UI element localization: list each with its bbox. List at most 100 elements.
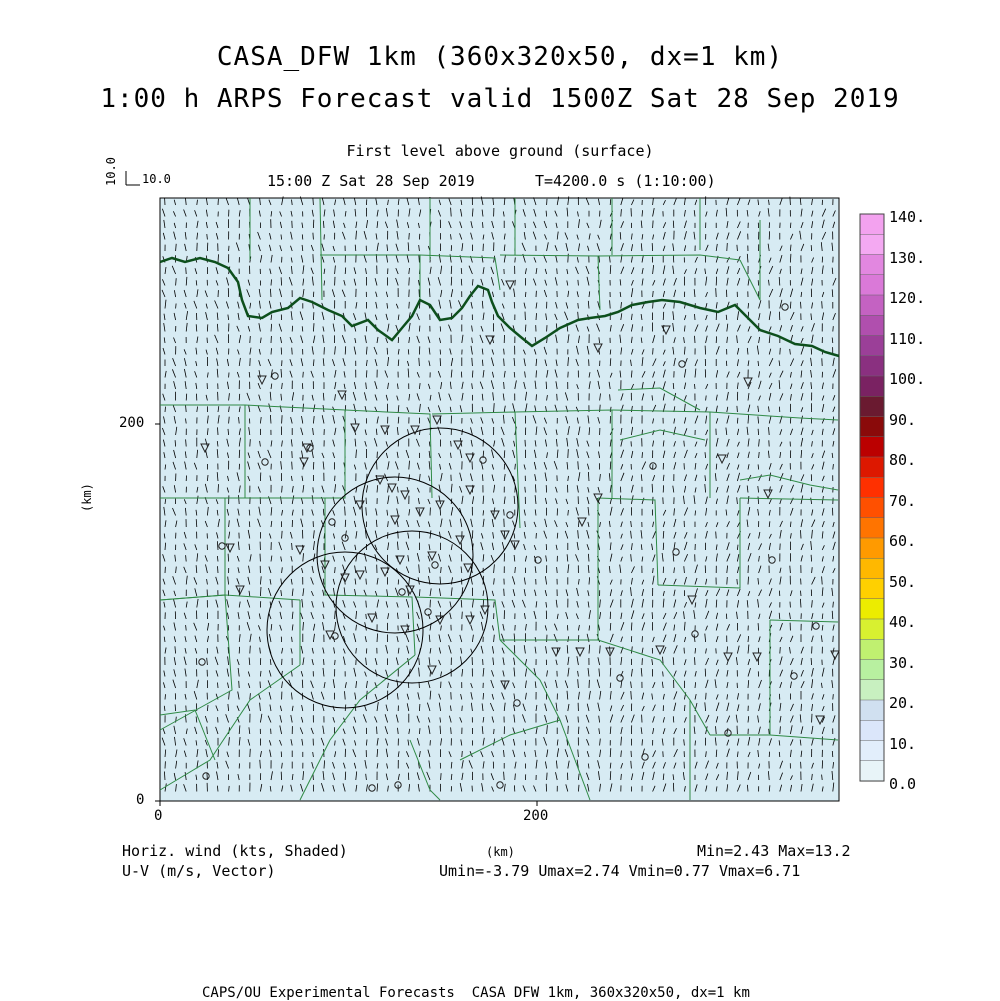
wind-vector bbox=[345, 346, 346, 354]
wind-vector bbox=[716, 532, 717, 539]
title-line-2: 1:00 h ARPS Forecast valid 1500Z Sat 28 … bbox=[0, 84, 1000, 114]
wind-vector bbox=[483, 222, 484, 228]
reference-vector bbox=[126, 171, 140, 185]
wind-vector bbox=[282, 415, 283, 423]
wind-vector bbox=[409, 277, 410, 285]
colorbar-swatch bbox=[860, 396, 884, 417]
wind-vector bbox=[695, 314, 696, 320]
wind-vector bbox=[801, 530, 802, 538]
colorbar-label: 130. bbox=[889, 249, 925, 267]
wind-vector bbox=[748, 577, 749, 585]
colorbar-swatch bbox=[860, 417, 884, 438]
wind-vector bbox=[462, 706, 463, 711]
map-plot bbox=[160, 196, 839, 801]
wind-vector bbox=[218, 484, 219, 492]
wind-vector bbox=[324, 659, 325, 665]
colorbar-swatch bbox=[860, 275, 884, 296]
wind-vector bbox=[737, 406, 738, 412]
wind-vector bbox=[652, 612, 653, 619]
wind-vector bbox=[525, 223, 526, 228]
footer-text: CAPS/OU Experimental Forecasts CASA DFW … bbox=[202, 985, 750, 1001]
wind-vector bbox=[801, 591, 802, 596]
colorbar-label: 80. bbox=[889, 451, 916, 469]
wind-vector bbox=[557, 268, 558, 274]
wind-vector bbox=[790, 302, 791, 309]
colorbar-swatch bbox=[860, 761, 884, 782]
wind-vector bbox=[695, 336, 696, 343]
wind-vector bbox=[663, 543, 664, 550]
colorbar-swatch bbox=[860, 457, 884, 478]
wind-vector bbox=[302, 693, 303, 700]
wind-vector bbox=[653, 221, 654, 229]
wind-vector bbox=[292, 348, 293, 355]
wind-vector bbox=[441, 773, 442, 780]
wind-vector bbox=[313, 487, 314, 492]
wind-vector bbox=[313, 198, 314, 205]
wind-vector bbox=[186, 394, 187, 401]
wind-vector bbox=[313, 254, 314, 262]
wind-vector bbox=[335, 660, 336, 665]
wind-vector bbox=[525, 292, 526, 297]
wind-vector bbox=[695, 657, 696, 665]
colorbar-label: 10. bbox=[889, 735, 916, 753]
wind-vector bbox=[313, 233, 314, 240]
wind-vector bbox=[196, 658, 197, 665]
wind-vector bbox=[250, 646, 251, 654]
colorbar-label: 70. bbox=[889, 492, 916, 510]
wind-vector bbox=[419, 326, 420, 332]
wind-vector bbox=[462, 751, 463, 757]
wind-vector bbox=[631, 623, 632, 631]
wind-vector bbox=[790, 197, 791, 205]
wind-vector bbox=[302, 680, 303, 688]
wind-vector bbox=[387, 348, 388, 355]
y-tick-200: 200 bbox=[119, 415, 144, 431]
wind-vector bbox=[451, 277, 452, 286]
uv-min-max-label: Umin=-3.79 Umax=2.74 Vmin=0.77 Vmax=6.71 bbox=[439, 862, 800, 880]
wind-vector bbox=[515, 280, 516, 286]
wind-vector bbox=[218, 683, 219, 689]
y-axis-unit: (km) bbox=[80, 483, 94, 512]
wind-vector bbox=[250, 439, 251, 446]
wind-vector bbox=[642, 452, 643, 458]
colorbar-label: 30. bbox=[889, 654, 916, 672]
colorbar-label: 0.0 bbox=[889, 775, 916, 793]
x-tick-200: 200 bbox=[523, 808, 548, 824]
colorbar-swatch bbox=[860, 558, 884, 579]
colorbar-swatch bbox=[860, 336, 884, 357]
wind-vector bbox=[409, 233, 410, 240]
wind-vector bbox=[218, 427, 219, 435]
wind-vector bbox=[578, 727, 579, 734]
y-tick-0: 0 bbox=[136, 792, 144, 808]
wind-vector bbox=[811, 658, 812, 665]
wind-vector bbox=[345, 520, 346, 527]
wind-vector bbox=[642, 636, 643, 642]
wind-vector bbox=[408, 349, 409, 354]
wind-vector bbox=[218, 566, 219, 573]
vector-label: U-V (m/s, Vector) bbox=[122, 862, 276, 880]
wind-vector bbox=[345, 268, 346, 275]
wind-vector bbox=[547, 773, 548, 780]
colorbar-swatch bbox=[860, 498, 884, 519]
wind-vector bbox=[811, 555, 812, 562]
wind-vector bbox=[727, 577, 728, 585]
wind-vector bbox=[239, 450, 240, 458]
wind-vector bbox=[557, 394, 558, 401]
wind-vector bbox=[250, 336, 251, 343]
wind-vector bbox=[472, 371, 473, 378]
wind-vector bbox=[218, 749, 219, 757]
colorbar-swatch bbox=[860, 234, 884, 255]
wind-vector bbox=[833, 636, 834, 642]
wind-vector bbox=[366, 579, 367, 585]
wind-vector bbox=[175, 704, 176, 711]
wind-vector bbox=[610, 199, 611, 205]
colorbar-label: 40. bbox=[889, 613, 916, 631]
wind-vector bbox=[228, 554, 229, 562]
colorbar-label: 90. bbox=[889, 411, 916, 429]
wind-vector bbox=[461, 279, 462, 286]
wind-vector bbox=[779, 752, 780, 757]
colorbar-swatch bbox=[860, 741, 884, 762]
wind-vector bbox=[758, 623, 759, 630]
wind-vector bbox=[833, 326, 834, 331]
wind-vector bbox=[440, 358, 441, 366]
wind-vector bbox=[833, 694, 834, 699]
